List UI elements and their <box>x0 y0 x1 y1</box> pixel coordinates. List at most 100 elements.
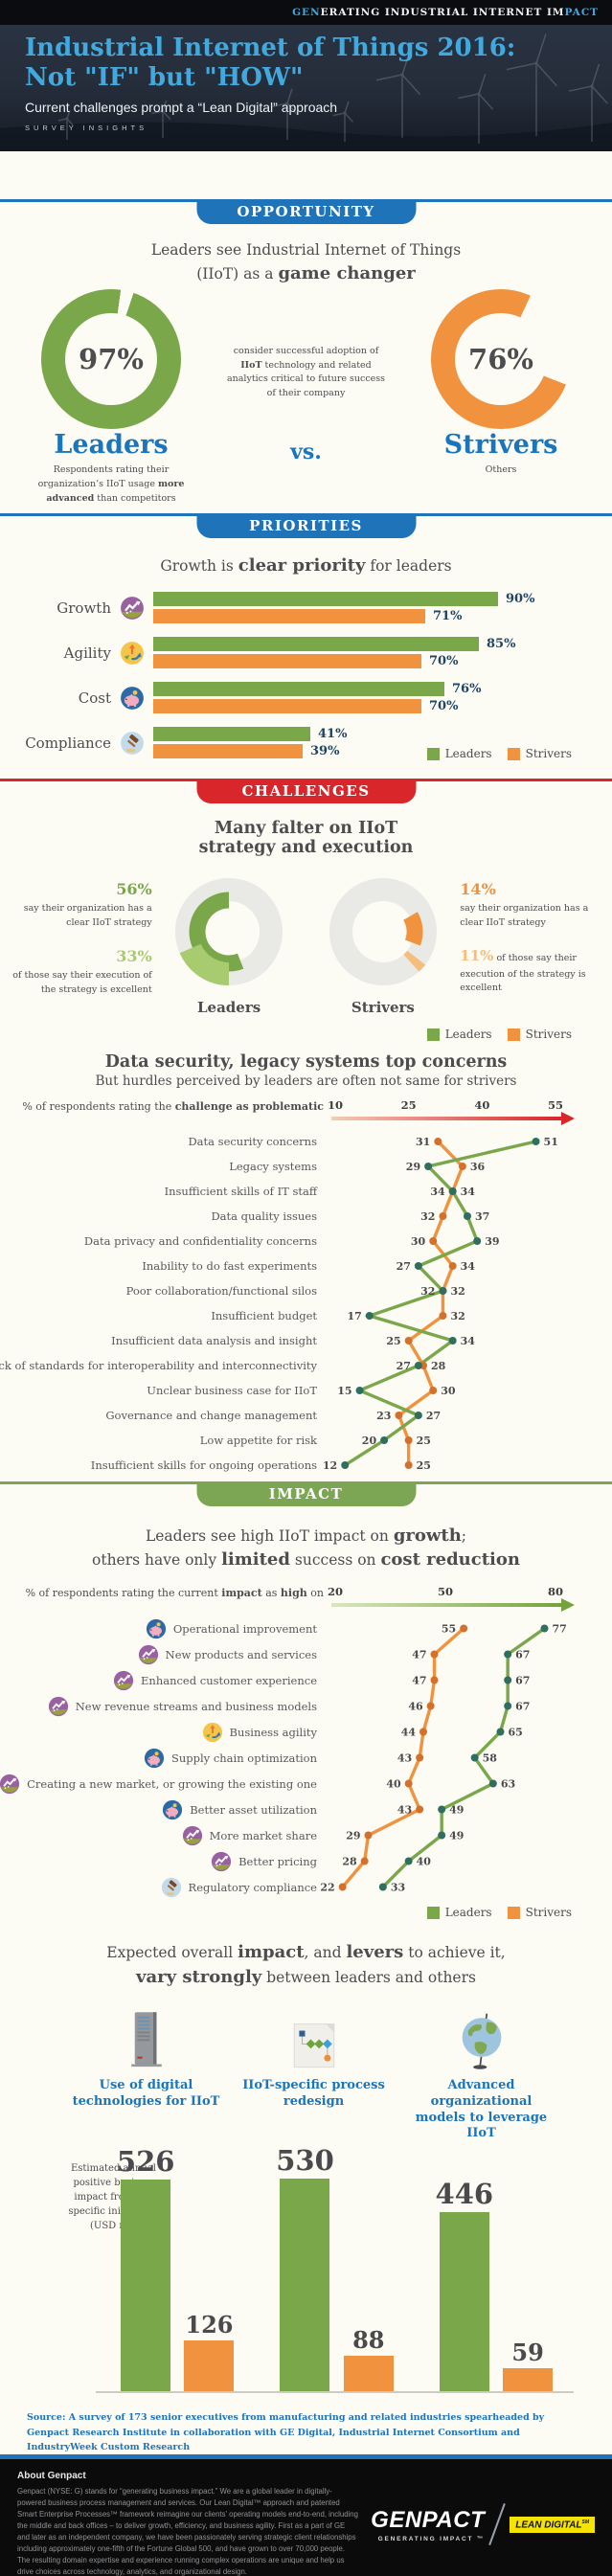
text-fragment: technology and related analytics critica… <box>226 359 386 399</box>
leader-value: 39 <box>485 1235 499 1248</box>
challenge-label: Insufficient skills of IT staff <box>164 1185 317 1199</box>
text-fragment: more advanced <box>46 479 185 505</box>
challenge-row: Unclear business case for IIoT <box>0 1378 330 1403</box>
about-text: Genpact (NYSE: G) stands for “generating… <box>17 2486 358 2576</box>
striver-value: 34 <box>461 1260 476 1273</box>
striver-value: 32 <box>450 1310 465 1322</box>
concerns-subheading: But hurdles perceived by leaders are oft… <box>95 1073 517 1090</box>
text-fragment: success on <box>289 1551 381 1570</box>
challenge-row: Legacy systems <box>0 1154 330 1179</box>
leader-dot <box>414 1362 422 1370</box>
striver-value: 25 <box>417 1435 431 1447</box>
impact-row: Supply chain optimization <box>0 1745 330 1771</box>
donut-hole: 97% <box>65 312 157 405</box>
impact-axis: % of respondents rating the current impa… <box>0 1583 612 1616</box>
page-subtitle: Current challenges prompt a “Lean Digita… <box>25 100 338 116</box>
strivers-bar <box>153 609 425 624</box>
growth-icon <box>182 1825 202 1846</box>
strategy-donuts: 56% say their organization has a clear I… <box>0 865 612 1026</box>
leader-value: 15 <box>337 1385 351 1397</box>
challenges-axis-arrow: 10 25 40 55 <box>328 1098 575 1126</box>
priority-bars: 85% 70% <box>153 637 612 669</box>
leaders-bar <box>153 592 498 607</box>
leader-value: 27 <box>397 1360 411 1372</box>
leader-value: 33 <box>391 1882 405 1894</box>
striver-value: 34 <box>430 1186 445 1198</box>
bar-line: 90% <box>153 592 612 607</box>
bar-value: 41% <box>318 727 348 742</box>
bar-value: 88 <box>352 2326 385 2355</box>
lever-item-1: Use of digital technologies for IIoT <box>72 2002 220 2143</box>
leaders-label: Leaders <box>54 429 169 460</box>
growth-icon <box>0 1774 20 1795</box>
axis-tick: 10 <box>328 1098 343 1112</box>
challenge-label: Insufficient skills for ongoing operatio… <box>90 1458 317 1473</box>
striver-value: 30 <box>411 1235 426 1248</box>
leader-dot <box>341 1461 350 1470</box>
striver-value: 55 <box>442 1623 456 1636</box>
banner-label-opportunity: OPPORTUNITY <box>196 199 416 224</box>
bar-line: 41% <box>153 727 612 742</box>
challenge-label: Poor collaboration/functional silos <box>125 1284 317 1299</box>
priority-row-growth: Growth 90% 71% <box>0 585 612 630</box>
bar-value: 76% <box>452 682 482 697</box>
challenge-row: Inability to do fast experiments <box>0 1254 330 1278</box>
clear-strategy-arc <box>402 912 423 946</box>
text-fragment: Leaders see high IIoT impact on <box>145 1527 394 1546</box>
strivers-strategy-pct: 14% <box>460 880 496 899</box>
slope-labels: Operational improvement New products and … <box>0 1616 330 1900</box>
top-bar-slogan: GENERATING INDUSTRIAL INTERNET IMPACT <box>292 7 599 18</box>
striver-value: 43 <box>397 1804 412 1817</box>
hero-header: Industrial Internet of Things 2016: Not "… <box>0 25 612 151</box>
impact-slope-chart: Operational improvement New products and … <box>0 1616 612 1900</box>
strivers-bar <box>153 744 303 759</box>
bar-value: 85% <box>487 637 516 652</box>
bar-value: 39% <box>310 744 340 759</box>
leader-dot <box>464 1212 471 1221</box>
striver-dot <box>429 1237 438 1246</box>
strivers-bar-block: 126 <box>184 2311 235 2392</box>
lever-label: IIoT-specific process redesign <box>242 2077 385 2109</box>
impact-label: Creating a new market, or growing the ex… <box>27 1776 317 1791</box>
striver-dot <box>338 1883 347 1891</box>
levers-heading-line1: Expected overall impact, and levers to a… <box>0 1940 612 1964</box>
growth-icon <box>212 1851 232 1872</box>
leaders-bar <box>153 637 479 652</box>
impact-label: More market share <box>209 1828 317 1842</box>
globe-icon <box>462 2013 501 2069</box>
donut-hole: 76% <box>455 312 547 405</box>
text-fragment: Respondents rating their organization’s … <box>37 463 170 490</box>
leaders-strategy-text: 56% say their organization has a clear I… <box>0 865 152 1026</box>
donuts-note: consider successful adoption of IIoT tec… <box>224 345 389 401</box>
impact-label: Regulatory compliance <box>188 1880 317 1894</box>
leader-value: 32 <box>450 1285 465 1298</box>
leaders-bar <box>121 2180 171 2392</box>
striver-value: 32 <box>420 1285 435 1298</box>
impact-label: Better pricing <box>238 1854 317 1868</box>
strivers-legend-swatch <box>507 1906 520 1919</box>
leader-value: 17 <box>347 1310 361 1322</box>
text-fragment: , and <box>304 1944 347 1962</box>
leaders-legend-swatch <box>426 747 440 760</box>
axis-tick: 40 <box>474 1098 489 1112</box>
leader-value: 49 <box>449 1804 464 1817</box>
striver-dot <box>430 1676 439 1684</box>
challenges-axis-label: % of respondents rating the challenge as… <box>0 1100 324 1113</box>
striver-value: 40 <box>386 1778 401 1791</box>
strivers-donut-value: 76% <box>468 342 533 375</box>
priority-label: Growth <box>57 599 111 617</box>
strivers-description: Others <box>486 463 517 477</box>
striver-dot <box>434 1138 442 1146</box>
challenge-label: Low appetite for risk <box>199 1434 317 1448</box>
growth-icon <box>0 1774 20 1795</box>
challenge-label: Data quality issues <box>211 1209 317 1224</box>
priorities-heading: Growth is clear priority for leaders <box>0 554 612 577</box>
gavel-icon <box>161 1877 181 1898</box>
striver-value: 46 <box>408 1701 423 1713</box>
text-fragment: % of respondents rating the current <box>25 1587 222 1600</box>
striver-dot <box>448 1262 457 1271</box>
text-fragment: impact <box>238 1942 305 1963</box>
strivers-strategy-donut <box>329 878 437 986</box>
growth-icon <box>113 1670 134 1691</box>
striver-value: 44 <box>401 1727 417 1739</box>
